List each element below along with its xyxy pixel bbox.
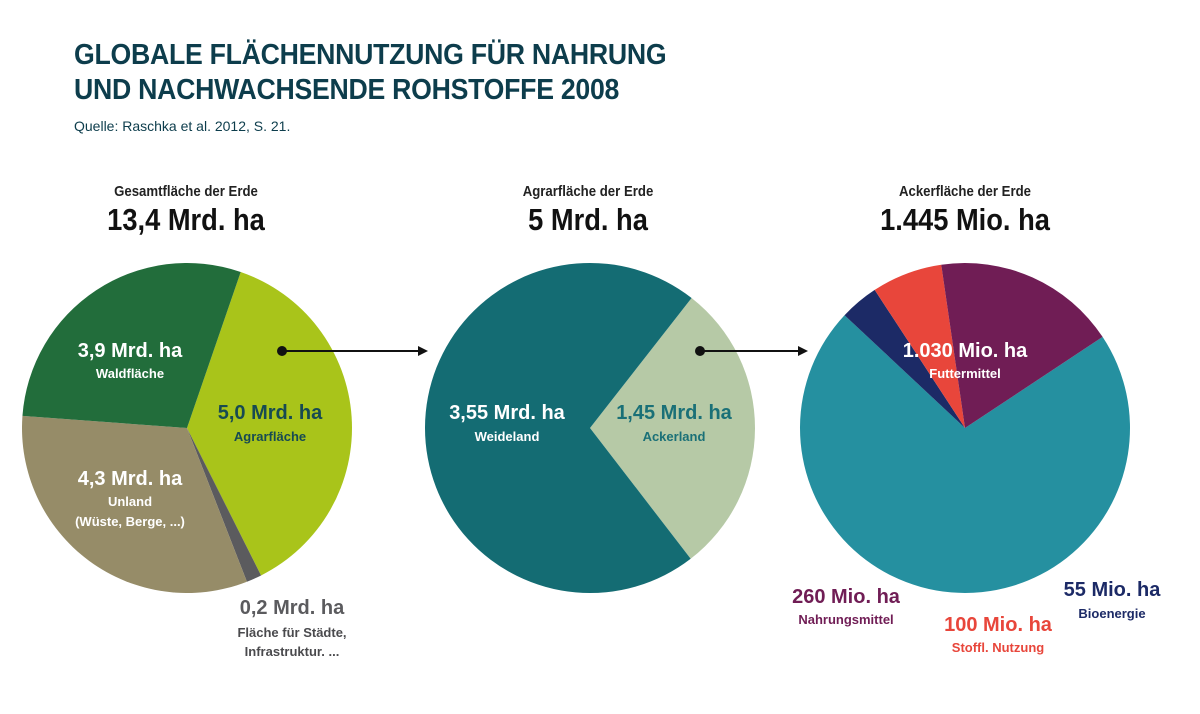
- pie-slice-wasteland: [22, 415, 247, 593]
- title-line-2: UND NACHWACHSENDE ROHSTOFFE 2008: [74, 74, 620, 106]
- pie-agricultural-area: [424, 263, 755, 594]
- pie-slice-food: [941, 263, 1103, 428]
- slice-label-pasture: Weideland: [475, 429, 540, 444]
- arrow-2: [695, 346, 808, 356]
- pie-slice-pasture: [424, 263, 692, 594]
- pie-3-header: Ackerfläche der Erde 1.445 Mio. ha: [805, 183, 1125, 238]
- slice-value-food: 260 Mio. ha: [792, 586, 901, 608]
- pie-1-subtitle: Gesamtfläche der Erde: [114, 183, 258, 200]
- pie-slice-bioenergy: [844, 289, 965, 428]
- slice-label-bioenergy: Bioenergie: [1078, 606, 1145, 621]
- pie-slice-material: [874, 264, 965, 428]
- slice-label-forest: Waldfläche: [96, 366, 164, 381]
- pie-2-total: 5 Mrd. ha: [528, 202, 648, 237]
- slice-value-agricultural: 5,0 Mrd. ha: [218, 402, 323, 424]
- pie-1-total: 13,4 Mrd. ha: [107, 202, 265, 237]
- slice-label-wasteland-detail: (Wüste, Berge, ...): [75, 514, 185, 529]
- slice-label-material: Stoffl. Nutzung: [952, 640, 1044, 655]
- slice-label-urban: Fläche für Städte,: [237, 625, 346, 640]
- pie-slice-urban: [187, 428, 262, 582]
- chart-title: GLOBALE FLÄCHENNUTZUNG FÜR NAHRUNG UND N…: [74, 38, 667, 108]
- slice-value-urban: 0,2 Mrd. ha: [240, 597, 345, 619]
- slice-value-bioenergy: 55 Mio. ha: [1064, 579, 1162, 601]
- slice-label-agricultural: Agrarfläche: [234, 429, 306, 444]
- pie-2-header: Agrarfläche der Erde 5 Mrd. ha: [428, 183, 748, 238]
- title-line-1: GLOBALE FLÄCHENNUTZUNG FÜR NAHRUNG: [74, 39, 667, 71]
- slice-value-material: 100 Mio. ha: [944, 614, 1053, 636]
- slice-label-cropland: Ackerland: [643, 429, 706, 444]
- slice-label-feed: Futtermittel: [929, 366, 1001, 381]
- slice-value-feed: 1.030 Mio. ha: [903, 340, 1028, 362]
- slice-value-wasteland: 4,3 Mrd. ha: [78, 468, 183, 490]
- source-note: Quelle: Raschka et al. 2012, S. 21.: [74, 118, 291, 134]
- slice-value-cropland: 1,45 Mrd. ha: [616, 402, 732, 424]
- slice-value-forest: 3,9 Mrd. ha: [78, 340, 183, 362]
- pie-slice-agricultural: [187, 271, 352, 576]
- arrow-1: [277, 346, 428, 356]
- pie-total-area: [22, 263, 352, 593]
- pie-slice-feed: [799, 315, 1130, 593]
- pie-3-subtitle: Ackerfläche der Erde: [898, 183, 1032, 200]
- pie-3-total: 1.445 Mio. ha: [880, 202, 1050, 237]
- pie-slice-cropland: [590, 297, 755, 559]
- slice-label-wasteland: Unland: [108, 494, 152, 509]
- pie-2-subtitle: Agrarfläche der Erde: [522, 183, 654, 200]
- slice-label-food: Nahrungsmittel: [798, 612, 893, 627]
- pie-1-header: Gesamtfläche der Erde 13,4 Mrd. ha: [26, 183, 346, 238]
- pie-slice-forest: [22, 263, 241, 428]
- slice-value-pasture: 3,55 Mrd. ha: [449, 402, 565, 424]
- slice-label-urban-detail: Infrastruktur. ...: [245, 644, 340, 659]
- pie-arable-area: [799, 263, 1130, 593]
